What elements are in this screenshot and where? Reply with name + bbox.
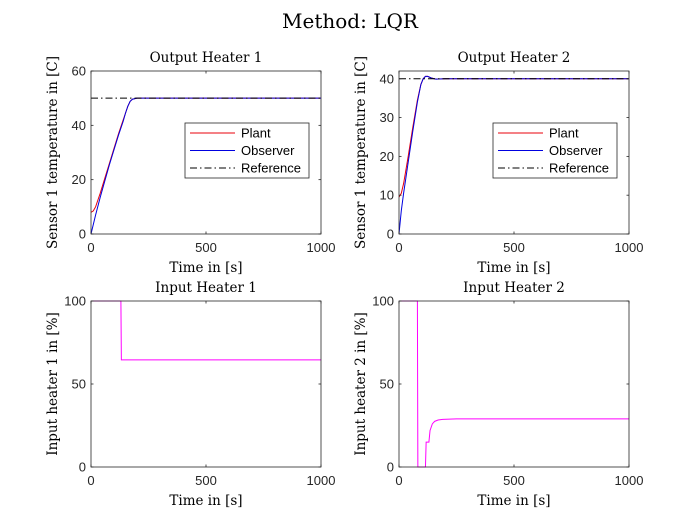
chart-1: 0 500 1000 0 20 40 60 Output Heater 1 Time in [s… — [45, 50, 335, 276]
legend-label-plant: Plant — [549, 126, 579, 141]
x-tick-label: 0 — [87, 240, 94, 255]
y-tick-label: 100 — [372, 294, 394, 309]
x-axis-label: Time in [s] — [169, 493, 242, 509]
chart-title: Input Heater 1 — [155, 280, 257, 296]
x-tick-label: 500 — [503, 473, 525, 488]
x-tick-label: 0 — [87, 473, 94, 488]
y-tick-label: 60 — [72, 64, 86, 79]
y-tick-label: 10 — [380, 188, 394, 203]
legend-label-reference: Reference — [241, 161, 301, 176]
y-tick-label: 0 — [79, 227, 86, 242]
legend-label-observer: Observer — [241, 143, 295, 158]
y-tick-label: 40 — [72, 118, 86, 133]
y-tick-label: 50 — [380, 377, 394, 392]
y-axis-label: Input heater 2 in [%] — [353, 312, 369, 456]
y-tick-label: 40 — [380, 71, 394, 86]
chart-title: Output Heater 1 — [150, 50, 263, 66]
figure-title: Method: LQR — [282, 9, 419, 33]
x-tick-label: 1000 — [615, 240, 644, 255]
y-axis-label: Sensor 1 temperature in [C] — [45, 56, 61, 249]
x-tick-label: 0 — [395, 240, 402, 255]
chart-4: 0 500 1000 0 50 100 Input Heater 2 Time in [s] I… — [353, 280, 643, 509]
y-tick-label: 50 — [72, 377, 86, 392]
y-tick-label: 0 — [387, 460, 394, 475]
chart-2: 0 500 1000 0 10 20 30 40 Output Heater 2 Time in … — [353, 50, 643, 276]
legend-label-plant: Plant — [241, 126, 271, 141]
x-tick-label: 500 — [195, 473, 217, 488]
x-tick-label: 1000 — [307, 240, 336, 255]
x-tick-label: 0 — [395, 473, 402, 488]
legend: Plant Observer Reference — [492, 122, 618, 179]
x-tick-label: 1000 — [615, 473, 644, 488]
plot-area — [91, 301, 321, 467]
chart-title: Input Heater 2 — [463, 280, 565, 296]
x-axis-label: Time in [s] — [169, 260, 242, 276]
series-group — [399, 75, 629, 235]
y-tick-label: 30 — [380, 110, 394, 125]
chart-3: 0 500 1000 0 50 100 Input Heater 1 Time in [s] I… — [45, 280, 335, 509]
y-tick-label: 20 — [72, 172, 86, 187]
y-tick-label: 100 — [64, 294, 86, 309]
series-line-observer — [399, 75, 629, 235]
y-tick-label: 20 — [380, 149, 394, 164]
legend-label-reference: Reference — [549, 161, 609, 176]
y-axis-label: Sensor 1 temperature in [C] — [353, 56, 369, 249]
y-tick-label: 0 — [79, 460, 86, 475]
x-axis-label: Time in [s] — [477, 260, 550, 276]
y-tick-label: 0 — [387, 227, 394, 242]
y-axis-label: Input heater 1 in [%] — [45, 312, 61, 456]
chart-title: Output Heater 2 — [458, 50, 571, 66]
legend: Plant Observer Reference — [184, 122, 310, 179]
x-tick-label: 1000 — [307, 473, 336, 488]
plot-area — [399, 301, 629, 467]
x-tick-label: 500 — [195, 240, 217, 255]
x-tick-label: 500 — [503, 240, 525, 255]
legend-label-observer: Observer — [549, 143, 603, 158]
series-group — [91, 97, 321, 235]
x-axis-label: Time in [s] — [477, 493, 550, 509]
